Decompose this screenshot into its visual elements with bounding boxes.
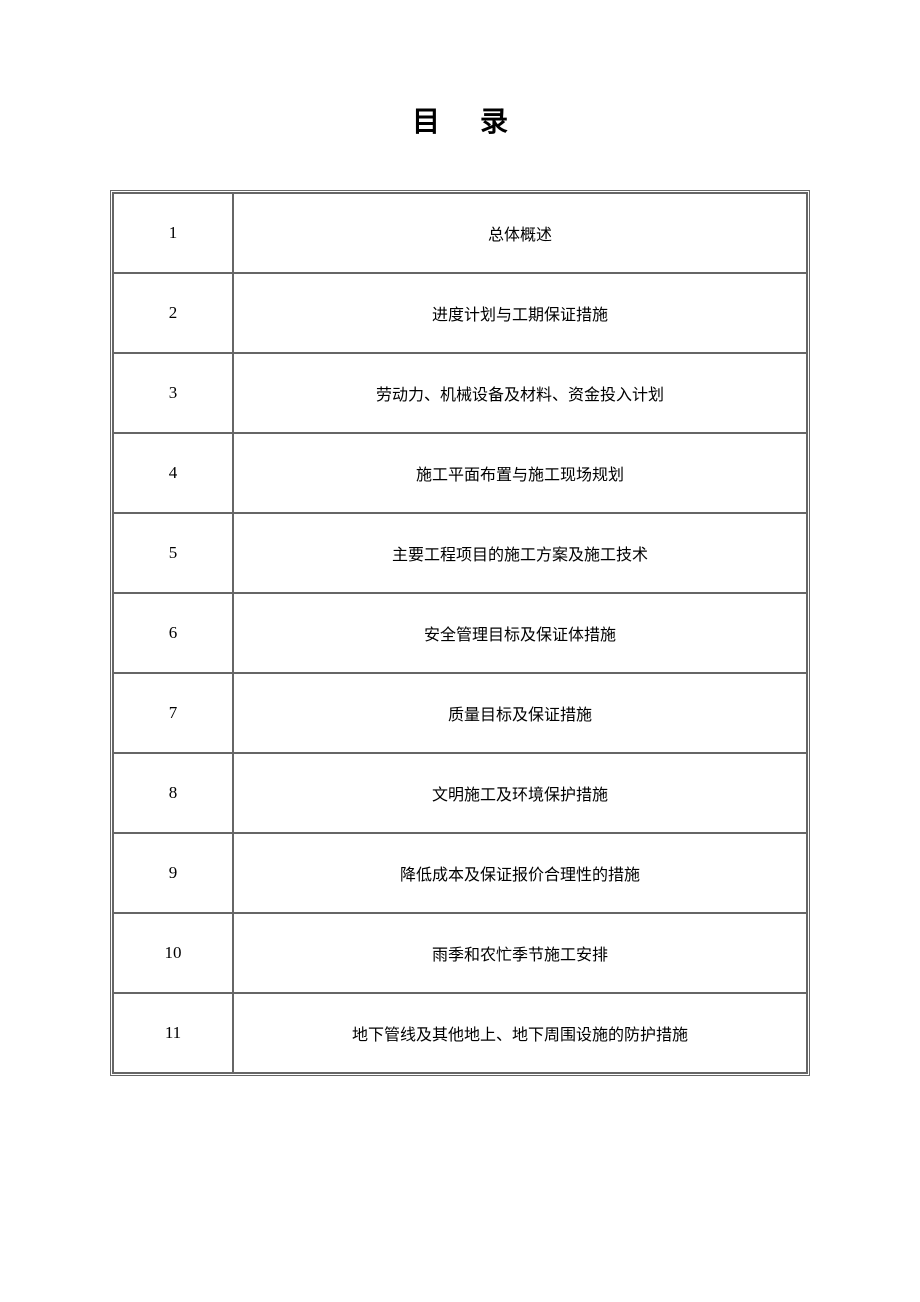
table-row: 5 主要工程项目的施工方案及施工技术 — [113, 513, 807, 593]
row-number: 9 — [113, 833, 233, 913]
row-number: 5 — [113, 513, 233, 593]
toc-table: 1 总体概述 2 进度计划与工期保证措施 3 劳动力、机械设备及材料、资金投入计… — [110, 190, 810, 1076]
table-row: 8 文明施工及环境保护措施 — [113, 753, 807, 833]
row-number: 1 — [113, 193, 233, 273]
table-row: 9 降低成本及保证报价合理性的措施 — [113, 833, 807, 913]
table-row: 6 安全管理目标及保证体措施 — [113, 593, 807, 673]
row-description: 劳动力、机械设备及材料、资金投入计划 — [233, 353, 807, 433]
row-description: 施工平面布置与施工现场规划 — [233, 433, 807, 513]
row-description: 地下管线及其他地上、地下周围设施的防护措施 — [233, 993, 807, 1073]
row-number: 10 — [113, 913, 233, 993]
row-description: 质量目标及保证措施 — [233, 673, 807, 753]
table-row: 4 施工平面布置与施工现场规划 — [113, 433, 807, 513]
page-title: 目录 — [110, 100, 810, 140]
table-row: 10 雨季和农忙季节施工安排 — [113, 913, 807, 993]
table-row: 3 劳动力、机械设备及材料、资金投入计划 — [113, 353, 807, 433]
row-number: 6 — [113, 593, 233, 673]
table-row: 7 质量目标及保证措施 — [113, 673, 807, 753]
table-row: 11 地下管线及其他地上、地下周围设施的防护措施 — [113, 993, 807, 1073]
row-description: 进度计划与工期保证措施 — [233, 273, 807, 353]
table-row: 2 进度计划与工期保证措施 — [113, 273, 807, 353]
row-description: 总体概述 — [233, 193, 807, 273]
row-number: 4 — [113, 433, 233, 513]
row-number: 11 — [113, 993, 233, 1073]
row-description: 雨季和农忙季节施工安排 — [233, 913, 807, 993]
row-description: 主要工程项目的施工方案及施工技术 — [233, 513, 807, 593]
row-number: 8 — [113, 753, 233, 833]
toc-table-body: 1 总体概述 2 进度计划与工期保证措施 3 劳动力、机械设备及材料、资金投入计… — [113, 193, 807, 1073]
row-description: 安全管理目标及保证体措施 — [233, 593, 807, 673]
row-number: 3 — [113, 353, 233, 433]
row-description: 降低成本及保证报价合理性的措施 — [233, 833, 807, 913]
row-number: 2 — [113, 273, 233, 353]
row-number: 7 — [113, 673, 233, 753]
row-description: 文明施工及环境保护措施 — [233, 753, 807, 833]
table-row: 1 总体概述 — [113, 193, 807, 273]
